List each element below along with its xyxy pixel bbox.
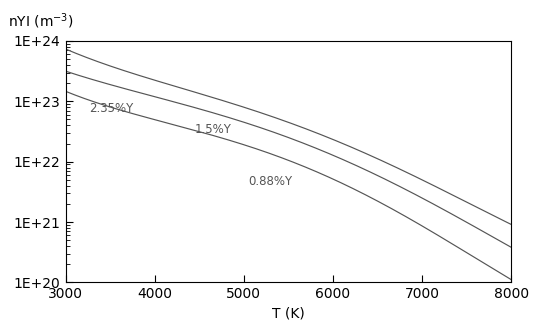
Text: 0.88%Y: 0.88%Y bbox=[248, 175, 293, 188]
X-axis label: T (K): T (K) bbox=[272, 307, 305, 321]
Text: 1.5%Y: 1.5%Y bbox=[195, 123, 232, 136]
Text: 2.35%Y: 2.35%Y bbox=[90, 102, 134, 115]
Text: nYI (m$^{-3}$): nYI (m$^{-3}$) bbox=[8, 12, 73, 31]
